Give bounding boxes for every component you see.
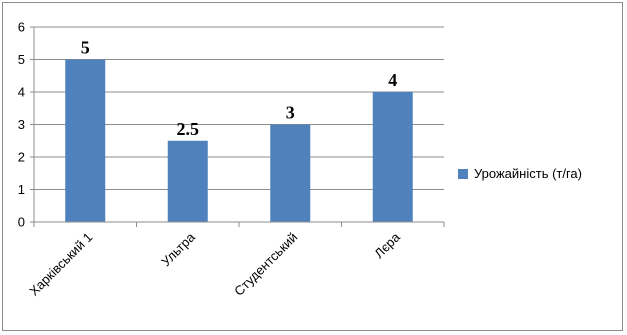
data-label: 3 bbox=[286, 103, 295, 123]
chart-frame bbox=[2, 2, 623, 331]
y-tick-label: 0 bbox=[18, 215, 25, 230]
axes bbox=[30, 26, 445, 227]
y-tick-label: 6 bbox=[18, 20, 25, 35]
bar bbox=[270, 124, 311, 222]
y-tick-label: 1 bbox=[18, 182, 25, 197]
y-tick-label: 5 bbox=[18, 52, 25, 67]
legend: Урожайність (т/га) bbox=[458, 166, 582, 181]
category-label: Харківський 1 bbox=[26, 230, 95, 299]
y-axis-ticks: 0 1 2 3 4 5 6 bbox=[18, 20, 25, 230]
data-label: 4 bbox=[388, 70, 397, 90]
category-label: Лєра bbox=[371, 229, 403, 261]
bar bbox=[372, 92, 413, 222]
data-label: 2.5 bbox=[177, 119, 200, 139]
legend-label: Урожайність (т/га) bbox=[474, 166, 582, 181]
y-tick-label: 2 bbox=[18, 150, 25, 165]
legend-swatch bbox=[458, 168, 468, 179]
bar bbox=[65, 59, 106, 222]
category-label: Ультра bbox=[158, 229, 198, 269]
data-label: 5 bbox=[81, 38, 90, 58]
y-tick-label: 3 bbox=[18, 117, 25, 132]
bars bbox=[65, 59, 413, 222]
bar bbox=[167, 140, 208, 222]
category-labels: Харківський 1 Ультра Студентський Лєра bbox=[26, 229, 403, 299]
category-label: Студентський bbox=[231, 230, 300, 299]
y-tick-label: 4 bbox=[18, 85, 25, 100]
data-labels: 5 2.5 3 4 bbox=[81, 38, 398, 139]
